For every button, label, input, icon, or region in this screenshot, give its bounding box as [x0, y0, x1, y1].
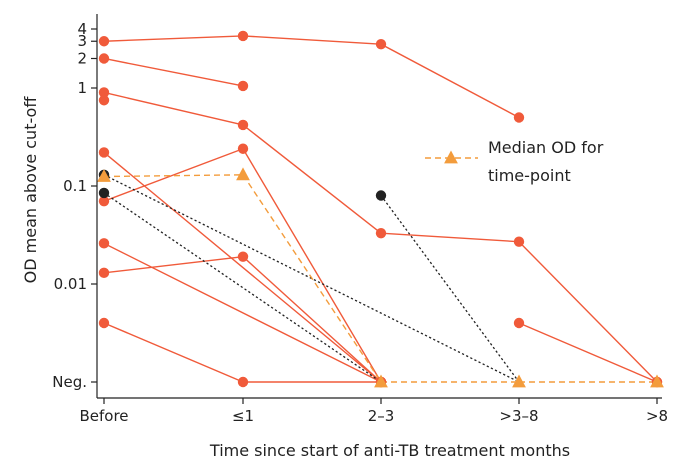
y-tick-label: 0.1 — [63, 177, 87, 195]
x-tick-label: Before — [79, 407, 128, 425]
y-tick-label: Neg. — [52, 373, 87, 391]
data-point — [98, 238, 110, 249]
data-point — [98, 195, 110, 207]
patient-series-10-segment — [103, 322, 244, 383]
data-point — [375, 227, 387, 239]
dotted-series-1-segment — [103, 192, 382, 383]
legend-marker — [444, 150, 458, 164]
y-tick-label: 2 — [77, 49, 87, 67]
data-point — [513, 112, 525, 123]
median-marker — [374, 374, 388, 388]
data-point — [98, 53, 110, 64]
patient-series-2-segment — [103, 57, 244, 87]
patient-series-6-segment — [103, 148, 244, 202]
data-point — [98, 317, 110, 329]
data-point — [98, 87, 110, 98]
y-tick-label: 1 — [77, 79, 87, 97]
patient-series-3-segment — [518, 241, 658, 383]
data-point — [237, 30, 249, 42]
data-point — [237, 119, 249, 131]
x-tick-label: 2–3 — [368, 407, 395, 425]
median-marker — [650, 374, 664, 388]
median-series-segment — [242, 174, 382, 383]
median-marker — [512, 374, 526, 388]
data-point — [237, 376, 249, 388]
patient-series-3-segment — [380, 232, 520, 243]
y-axis-title: OD mean above cut-off — [21, 96, 40, 284]
data-point — [98, 95, 110, 106]
data-point — [237, 80, 249, 92]
data-point — [98, 147, 110, 158]
patient-series-8-segment — [242, 256, 382, 383]
axes: 432 1 0.1 0.01 Neg. Before ≤1 2–3 >3–8 >8 Time sin… — [21, 14, 668, 460]
y-tick-label: 4 — [77, 20, 87, 38]
patient-series-1-segment — [103, 35, 244, 42]
dotted-series-3-segment — [380, 195, 520, 383]
median-marker — [236, 167, 250, 181]
x-tick-label: >3–8 — [499, 407, 538, 425]
patient-series-5-segment — [103, 151, 382, 383]
x-axis-title: Time since start of anti-TB treatment mo… — [209, 441, 570, 460]
markers — [97, 30, 664, 388]
median-marker — [97, 169, 111, 182]
data-point — [98, 36, 110, 47]
patient-series-3-segment — [103, 91, 244, 126]
legend: Median OD for time-point — [425, 138, 604, 185]
patient-series-9-segment — [518, 322, 658, 383]
patient-series-6-segment — [242, 148, 382, 383]
y-tick-label: 3 — [77, 32, 87, 50]
data-point — [98, 267, 110, 279]
x-tick-label: >8 — [646, 407, 668, 425]
median-series-segment — [103, 174, 244, 178]
legend-text-line2: time-point — [488, 166, 571, 185]
patient-series-1-segment — [242, 35, 382, 45]
patient-series-3-segment — [242, 124, 382, 234]
y-tick-label: 0.01 — [54, 275, 87, 293]
x-tick-label: ≤1 — [232, 407, 254, 425]
line-segments — [103, 35, 658, 383]
data-point — [513, 317, 525, 329]
patient-series-8-segment — [103, 255, 244, 274]
data-point — [375, 38, 387, 50]
black-data-point — [375, 190, 387, 201]
data-point — [513, 236, 525, 247]
data-point — [237, 143, 249, 154]
black-data-point — [98, 187, 110, 199]
patient-series-1-segment — [380, 43, 520, 119]
legend-text-line1: Median OD for — [488, 138, 604, 157]
data-point — [237, 251, 249, 262]
patient-series-7-segment — [103, 242, 382, 383]
